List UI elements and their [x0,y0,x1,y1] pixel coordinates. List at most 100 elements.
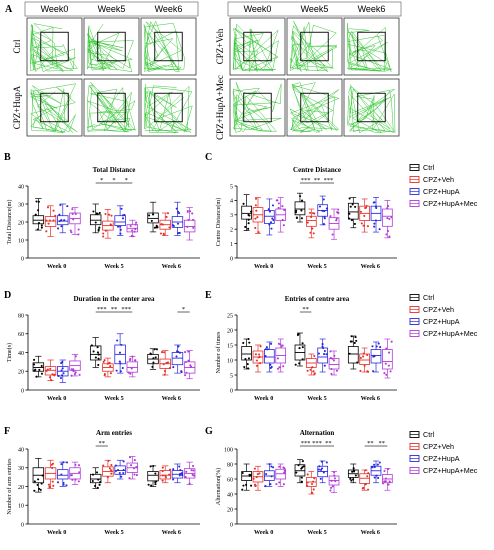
data-point [37,221,40,225]
data-point [102,360,105,364]
data-point [70,374,73,377]
data-point [60,219,63,222]
data-point [74,478,77,481]
data-point [49,367,52,370]
y-tick-label: 60 [227,477,233,483]
data-point [97,478,100,481]
box [328,358,340,370]
significance-label: *** [301,177,311,184]
data-point [323,349,326,353]
data-point [390,340,393,343]
panel-letter: B [4,152,11,163]
data-point [74,371,77,374]
data-point [312,370,315,373]
chart-total-distance: B Total Distance 0 10 20 30 40 Total Distance(m… [4,152,200,270]
x-tick-label: Week 6 [361,529,380,536]
data-point [116,339,119,342]
data-point [186,209,189,213]
data-point [153,348,156,351]
data-point [62,372,65,375]
data-point [153,226,157,229]
data-point [161,479,164,482]
data-point [373,466,376,469]
data-point [323,217,326,220]
data-point [46,206,50,209]
significance-label: * [112,177,115,184]
data-point [332,359,336,362]
data-point [53,374,56,377]
data-point [313,373,316,376]
data-point [129,357,132,361]
data-point [265,472,268,476]
data-point [301,199,304,202]
data-point [329,350,332,353]
chart-title: Alternation [300,429,335,437]
panel-letter: G [205,426,213,437]
data-point [36,228,39,231]
data-point [310,215,313,219]
data-point [362,224,365,227]
data-point [356,361,359,364]
data-point [250,484,253,487]
legend-label: Ctrl [423,293,435,302]
data-point [270,365,273,369]
data-point [39,488,42,491]
x-tick-label: Week 6 [162,395,181,402]
data-point [161,474,164,477]
data-point [106,476,109,479]
data-point [283,208,286,212]
y-tick-label: 40 [227,492,233,498]
data-point [134,228,137,231]
data-point [98,211,101,215]
data-point [129,464,133,467]
data-point [258,353,261,356]
chart-title: Entries of centre area [285,295,350,303]
data-point [372,201,375,204]
data-point [351,470,354,473]
y-axis-label: Time(s) [6,343,13,362]
data-point [91,479,94,483]
data-point [244,358,247,361]
data-point [71,212,74,216]
data-point [184,374,187,377]
data-point [114,464,118,467]
data-point [248,341,251,344]
x-tick-label: Week 5 [104,263,123,270]
data-point [295,209,298,212]
y-axis-label: Number of times [215,331,222,374]
data-point [353,222,356,226]
data-point [374,205,377,208]
data-point [57,374,60,378]
data-point [278,465,281,468]
data-point [349,205,352,208]
data-point [317,468,320,471]
data-point [383,372,386,375]
data-point [123,213,126,216]
data-point [59,376,63,380]
data-point [118,471,121,475]
data-point [282,365,285,368]
data-point [330,368,333,371]
data-point [77,228,80,231]
data-point [241,471,244,475]
data-point [37,209,40,212]
data-point [256,216,259,219]
data-point [306,481,309,484]
box [159,470,171,480]
data-point [110,463,113,467]
data-point [60,473,63,476]
data-point [275,199,278,202]
data-point [98,483,101,486]
legend-label: CPZ+HupA+Mec [423,329,478,338]
data-point [295,471,298,474]
data-point [69,474,73,477]
data-point [69,229,72,232]
data-point [389,370,392,373]
data-point [56,227,60,230]
data-point [65,484,68,487]
legend-bottom: Ctrl CPZ+Veh CPZ+HupA CPZ+HupA+Mec [409,430,478,475]
data-point [172,366,175,369]
data-point [33,358,36,361]
data-point [272,466,275,469]
data-point [384,477,387,480]
